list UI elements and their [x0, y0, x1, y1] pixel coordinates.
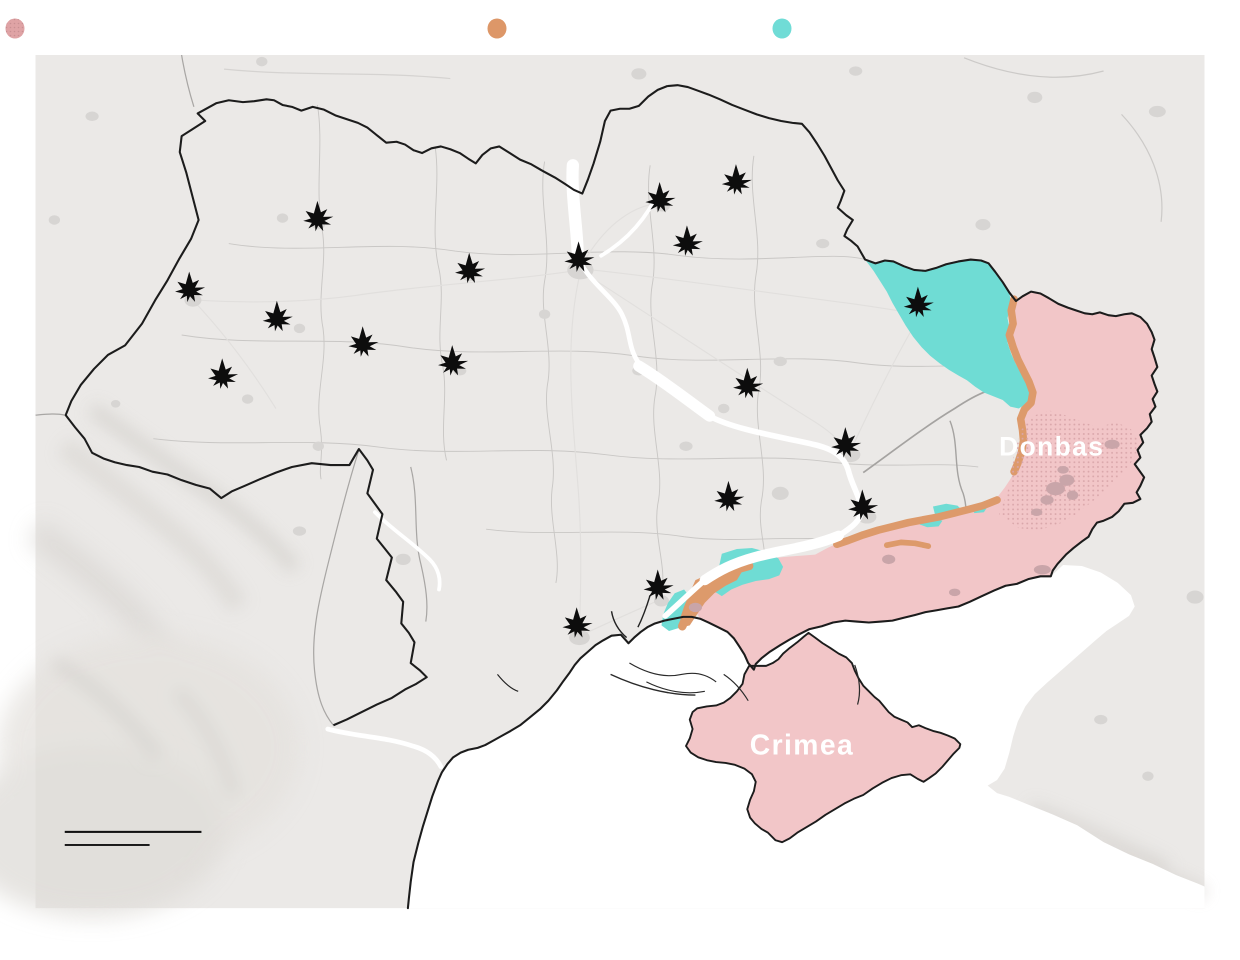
explosion-icon: [831, 427, 862, 458]
explosion-icon: [848, 489, 879, 520]
explosion-icon: [733, 367, 764, 399]
crimea-region: [685, 631, 962, 844]
russia-controlled-swatch-icon: [5, 18, 25, 39]
ukrainian-counteroffensives-swatch-icon: [772, 18, 792, 39]
legend-band: [0, 0, 1240, 55]
explosion-icon: [562, 607, 593, 638]
explosion-icon: [645, 182, 676, 213]
legend-item-ukrainian-counteroffensives: [772, 18, 800, 39]
occupied-city-specks: [688, 439, 1120, 613]
explosion-icon: [175, 271, 206, 303]
ukraine-border: [196, 84, 1159, 910]
explosion-icon: [564, 241, 595, 272]
neighbor-borders: [35, 10, 1163, 726]
donbas-dotted-overlay: [998, 410, 1139, 531]
explosion-icon: [455, 252, 486, 284]
map-canvas: Donbas Crimea: [0, 10, 1208, 918]
russian-advances-swatch-icon: [487, 18, 507, 39]
legend-item-russia-controlled: [5, 18, 33, 39]
explosion-icon: [208, 358, 239, 389]
road-network: [192, 202, 921, 637]
explosion-icon: [348, 326, 379, 357]
ukraine-war-map: Donbas Crimea: [0, 10, 1240, 960]
estuary-lines: [497, 594, 651, 692]
syvash-lagoons: [610, 662, 861, 705]
explosion-icon: [672, 225, 703, 256]
explosion-icon: [903, 286, 934, 318]
explosion-icon: [721, 164, 752, 195]
crimea-label: Crimea: [750, 728, 854, 760]
explosion-icon: [714, 480, 745, 512]
explosion-icon: [643, 569, 674, 601]
explosion-markers: [175, 164, 934, 638]
explosion-icon: [303, 200, 334, 232]
scale-bar: [64, 830, 202, 846]
ukraine-border-west: [64, 112, 428, 727]
explosion-icon: [438, 345, 469, 376]
legend-item-russian-advances: [487, 18, 515, 39]
advance-blob-kherson: [680, 567, 743, 628]
occupied-region-mainland: [685, 291, 1158, 670]
explosion-icon: [262, 300, 293, 332]
donbas-label: Donbas: [999, 432, 1104, 462]
